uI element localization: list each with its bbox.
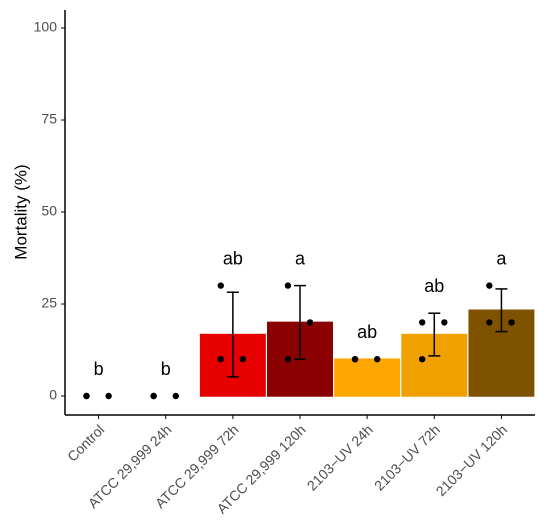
y-tick-label: 75 [41, 111, 57, 127]
bar [334, 358, 401, 397]
error-bar [294, 284, 306, 360]
significance-letter: b [161, 359, 171, 379]
significance-letter: ab [223, 248, 243, 268]
y-tick-label: 50 [41, 203, 57, 219]
data-point [419, 356, 426, 363]
data-point [351, 356, 359, 363]
significance-letter: ab [424, 276, 444, 296]
error-bar [226, 291, 239, 378]
data-point [150, 392, 157, 400]
error-bar [495, 288, 508, 333]
y-axis-title: Mortality (%) [11, 164, 30, 259]
y-tick-label: 100 [34, 19, 58, 35]
data-point [374, 356, 381, 363]
data-point [419, 319, 426, 326]
x-tick-label: 2103−UV 72h [371, 421, 443, 493]
data-point [105, 392, 112, 400]
error-bar [428, 312, 441, 357]
data-point [284, 356, 292, 363]
data-point [284, 282, 292, 289]
data-point [486, 282, 493, 289]
x-tick-label: Control [64, 421, 107, 464]
data-point [486, 319, 493, 326]
significance-letter: a [295, 248, 306, 268]
data-point [239, 356, 247, 363]
significance-letter: b [94, 359, 104, 379]
significance-letter: ab [357, 322, 377, 342]
data-point [306, 319, 314, 326]
x-tick-label: 2103−UV 24h [304, 421, 376, 493]
data-point [217, 356, 224, 363]
data-point [172, 392, 179, 400]
data-point [441, 319, 448, 326]
y-tick-label: 0 [49, 387, 57, 403]
data-point [508, 319, 515, 326]
significance-letter: a [496, 248, 507, 268]
data-point [217, 282, 224, 289]
x-tick-label: 2103−UV 120h [433, 421, 511, 499]
data-point [83, 392, 90, 400]
y-tick-label: 25 [41, 295, 57, 311]
